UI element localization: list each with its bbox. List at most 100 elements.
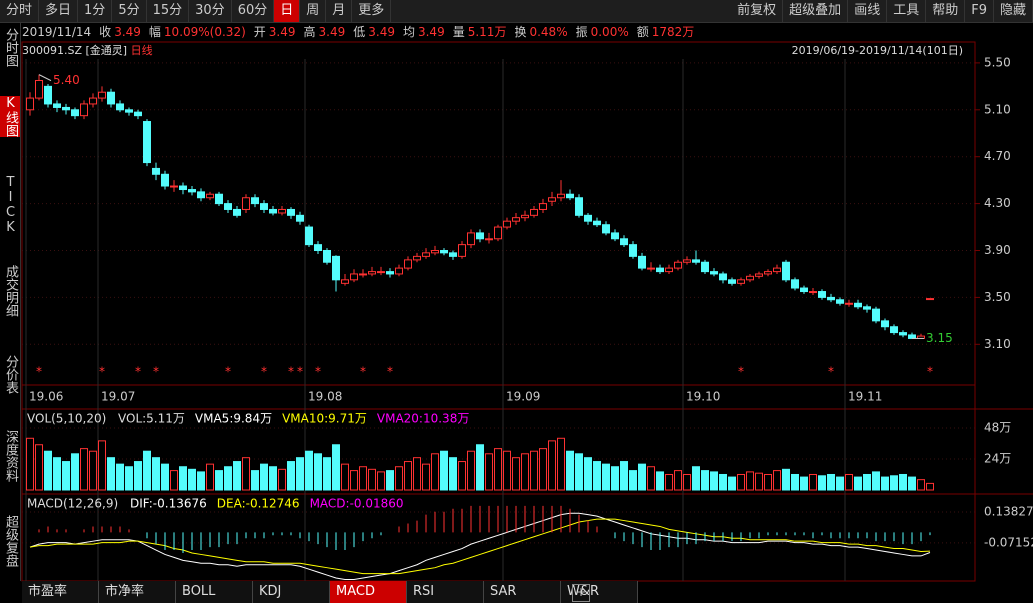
- candle-body: [530, 208, 538, 216]
- legend-entry: VMA5:9.84万: [195, 412, 272, 426]
- side-tab[interactable]: 成交明细: [3, 265, 18, 317]
- candle-body: [431, 250, 439, 254]
- info-label: 额: [636, 25, 649, 39]
- toolbar-button[interactable]: F9: [965, 0, 994, 22]
- side-tab[interactable]: K线图: [0, 96, 20, 137]
- toolbar-button[interactable]: 60分: [232, 0, 275, 22]
- volume-bar: [755, 472, 763, 491]
- info-value: 0.48%: [529, 25, 568, 39]
- toolbar-button[interactable]: 前复权: [731, 0, 784, 22]
- candle-body: [692, 259, 700, 263]
- candle-body: [296, 214, 304, 222]
- volume-bar: [485, 453, 493, 491]
- y-tick-label: 5.50: [984, 55, 1011, 69]
- toolbar-button[interactable]: 日: [274, 0, 301, 22]
- volume-bar: [170, 470, 178, 491]
- y-tick-label: 0.13827: [984, 504, 1033, 518]
- y-tick-label: 3.50: [984, 290, 1011, 304]
- bottom-tab[interactable]: W&R: [561, 581, 638, 603]
- volume-bar: [692, 466, 700, 491]
- toolbar-button[interactable]: 1分: [78, 0, 113, 22]
- bottom-tab[interactable]: BOLL: [176, 581, 253, 603]
- volume-bar: [521, 453, 529, 491]
- bottom-tab[interactable]: 市净率: [99, 581, 176, 603]
- volume-bar: [161, 463, 169, 491]
- candle-body: [737, 279, 745, 284]
- candle-body: [566, 193, 574, 199]
- x-tick-label: 19.06: [29, 390, 63, 404]
- signal-star: *: [315, 365, 321, 379]
- side-tab[interactable]: 分时图: [3, 28, 18, 67]
- toolbar-button[interactable]: 更多: [352, 0, 392, 22]
- volume-bar: [746, 471, 754, 491]
- volume-bar: [152, 457, 160, 491]
- candle-body: [863, 306, 871, 310]
- macd-line: [29, 512, 931, 580]
- toolbar-button[interactable]: 超级叠加: [783, 0, 849, 22]
- toolbar-button[interactable]: 30分: [189, 0, 232, 22]
- candle-body: [107, 91, 115, 105]
- info-label: 量: [452, 25, 465, 39]
- info-label: 均: [402, 25, 415, 39]
- volume-bar: [719, 473, 727, 491]
- candle-body: [557, 193, 565, 199]
- bottom-tab[interactable]: KDJ: [253, 581, 330, 603]
- side-tab[interactable]: 分价表: [3, 355, 18, 394]
- candle-body: [260, 203, 268, 210]
- candle-body: [467, 232, 475, 246]
- candle-body: [584, 214, 592, 222]
- volume-bar: [908, 476, 916, 491]
- volume-bar: [206, 463, 214, 491]
- info-value: 3.49: [368, 25, 395, 39]
- volume-bar: [584, 457, 592, 491]
- toolbar-button[interactable]: 隐藏: [994, 0, 1033, 22]
- candle-body: [404, 259, 412, 269]
- volume-bar: [98, 440, 106, 491]
- add-tab[interactable]: +: [572, 584, 590, 602]
- volume-bar: [494, 448, 502, 491]
- bottom-tab[interactable]: RSI: [407, 581, 484, 603]
- bottom-tab[interactable]: MACD: [330, 581, 407, 603]
- volume-bar: [26, 437, 34, 491]
- candle-body: [386, 271, 394, 275]
- toolbar-button[interactable]: 分时: [0, 0, 40, 22]
- side-tab[interactable]: TICK: [3, 175, 18, 235]
- info-field: 均 3.49: [403, 22, 445, 42]
- bottom-tab[interactable]: SAR: [484, 581, 561, 603]
- toolbar-button[interactable]: 画线: [848, 0, 888, 22]
- candle-body: [305, 226, 313, 246]
- toolbar-button[interactable]: 帮助: [926, 0, 966, 22]
- toolbar-button[interactable]: 周: [300, 0, 327, 22]
- candle-body: [197, 191, 205, 199]
- candle-body: [152, 167, 160, 175]
- volume-bar: [557, 437, 565, 491]
- candle-body: [170, 185, 178, 188]
- volume-bar: [656, 471, 664, 491]
- toolbar-button[interactable]: 15分: [147, 0, 190, 22]
- volume-bar: [350, 470, 358, 491]
- candle-body: [44, 85, 52, 105]
- toolbar-button[interactable]: 月: [326, 0, 353, 22]
- annotation: 3.15: [926, 331, 953, 345]
- volume-bar: [881, 476, 889, 491]
- toolbar-button[interactable]: 工具: [887, 0, 927, 22]
- candle-body: [251, 197, 259, 205]
- toolbar-button[interactable]: 5分: [112, 0, 147, 22]
- volume-bar: [638, 463, 646, 491]
- volume-bar: [863, 473, 871, 491]
- toolbar-left: 分时 多日 1分 5分 15分 30分 60分日周月更多: [0, 0, 392, 22]
- info-field: 高 3.49: [304, 22, 346, 42]
- volume-bar: [566, 450, 574, 491]
- volume-bar: [845, 473, 853, 491]
- side-tab[interactable]: 深度资料: [3, 430, 18, 482]
- volume-bar: [530, 450, 538, 491]
- side-tab[interactable]: 超级复盘: [3, 515, 18, 567]
- volume-bar: [422, 463, 430, 491]
- bottom-tab[interactable]: 市盈率: [22, 581, 99, 603]
- candle-body: [827, 296, 835, 301]
- toolbar-button[interactable]: 多日: [39, 0, 79, 22]
- legend-entry: DIF:-0.13676: [130, 497, 207, 511]
- candle-body: [269, 208, 277, 214]
- info-value: 3.49: [114, 25, 141, 39]
- candle-body: [629, 244, 637, 257]
